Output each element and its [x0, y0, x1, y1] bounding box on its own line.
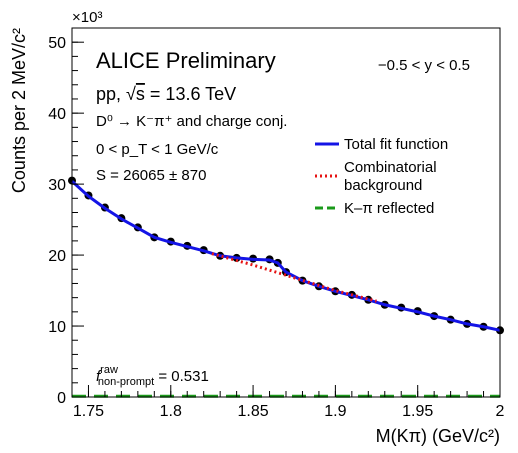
x-tick-label: 1.8	[160, 403, 182, 420]
series-layer	[68, 176, 504, 398]
y-tick-label: 30	[48, 177, 66, 194]
x-tick-label: 1.85	[238, 403, 269, 420]
y-tick-label: 0	[57, 390, 66, 407]
x-tick-label: 2	[496, 403, 505, 420]
x-axis-label: M(Kπ) (GeV/c²)	[376, 426, 500, 446]
legend-label-background-line2: background	[344, 177, 422, 194]
y-tick-label: 20	[48, 248, 66, 265]
annotations: ALICE Preliminary −0.5 < y < 0.5 pp, √s = …	[96, 48, 470, 388]
x-tick-label: 1.95	[402, 403, 433, 420]
series-total-fit-line	[70, 180, 501, 332]
info-line-energy: pp, √s = 13.6 TeV	[96, 84, 236, 104]
chart-title: ALICE Preliminary	[96, 48, 276, 73]
y-axis-label: Counts per 2 MeV/c²	[9, 28, 29, 193]
legend-label-background-line1: Combinatorial	[344, 159, 437, 176]
series-background-line	[211, 252, 377, 303]
info-line-signal: S = 26065 ± 870	[96, 167, 206, 184]
x-tick-label: 1.9	[324, 403, 346, 420]
y-tick-label: 40	[48, 106, 66, 123]
x-tick-label: 1.75	[73, 403, 104, 420]
fraction-label: fraw non-prompt = 0.531	[96, 364, 209, 388]
y-tick-label: 10	[48, 319, 66, 336]
y-multiplier: ×10³	[72, 9, 102, 26]
legend-label-total-fit: Total fit function	[344, 136, 448, 153]
y-tick-label: 50	[48, 35, 66, 52]
rapidity-label: −0.5 < y < 0.5	[378, 57, 470, 74]
axes: 1.75 1.8 1.85 1.9 1.95 201020304050×10³M(Kπ) …	[9, 9, 505, 446]
info-line-decay: D⁰ → K⁻π⁺ and charge conj.	[96, 113, 287, 130]
info-line-pt: 0 < p_T < 1 GeV/c	[96, 141, 219, 158]
legend-label-reflected: K–π reflected	[344, 200, 434, 217]
